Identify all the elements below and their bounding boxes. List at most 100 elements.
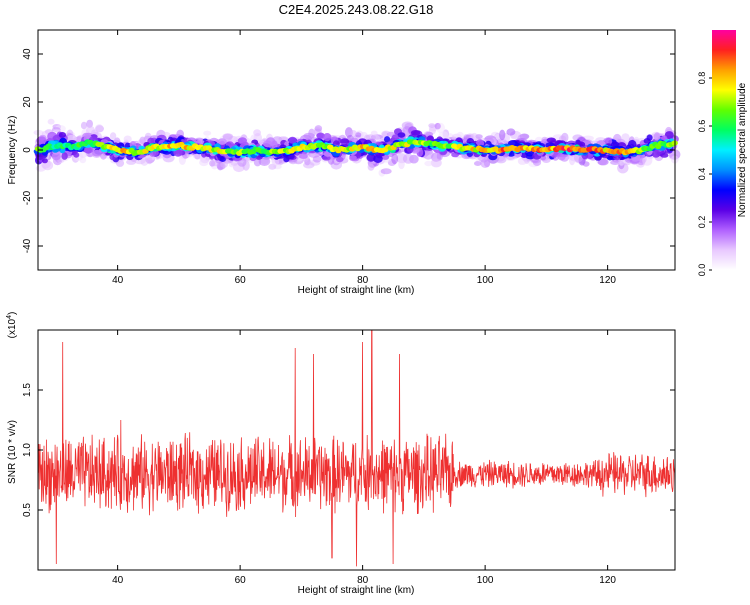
colorbar-tick-label: 0.6 xyxy=(697,120,707,133)
spectrogram-cell xyxy=(660,153,669,158)
colorbar-tick-label: 0.8 xyxy=(697,72,707,85)
colorbar-gradient xyxy=(712,30,736,270)
snr-x-tick-label: 120 xyxy=(599,575,616,586)
spectrogram-cell xyxy=(299,153,308,159)
spectrogram-cell xyxy=(262,140,273,148)
spectrogram-cell xyxy=(546,137,556,143)
colorbar-ticks: 0.0 0.2 0.4 0.6 0.8 xyxy=(697,72,712,276)
spectrogram-cell xyxy=(398,159,405,170)
spectrogram-x-tick-label: 60 xyxy=(235,275,247,286)
spectrogram-cell xyxy=(480,158,491,168)
snr-multiplier-text: (x10 xyxy=(7,318,18,338)
spectrogram-cell xyxy=(253,129,261,137)
spectrogram-cell xyxy=(532,159,542,166)
svg-text:(x104): (x104) xyxy=(6,312,18,339)
snr-y-ticks: 0.5 1.0 1.5 xyxy=(22,383,675,517)
spectrogram-cell xyxy=(573,153,584,163)
spectrogram-cell xyxy=(642,155,653,166)
spectrogram-cell xyxy=(203,130,212,136)
spectrogram-cell xyxy=(434,123,441,130)
snr-x-tick-label: 60 xyxy=(235,575,247,586)
spectrogram-cell xyxy=(370,130,378,136)
spectrogram-cell xyxy=(495,156,507,164)
spectrogram-cell xyxy=(652,149,661,158)
spectrogram-cell xyxy=(123,135,132,143)
spectrogram-panel: 40 60 80 100 120 -40 -20 0 20 40 Height of strai… xyxy=(7,29,681,296)
spectrogram-cell xyxy=(410,130,421,136)
spectrogram-cell xyxy=(646,134,653,141)
spectrogram-cell xyxy=(349,155,357,162)
spectrogram-cell xyxy=(597,159,609,166)
spectrogram-cell xyxy=(336,156,344,163)
spectrogram-cell xyxy=(220,161,228,168)
spectrogram-x-tick-label: 80 xyxy=(357,275,369,286)
spectrogram-cell xyxy=(391,153,399,165)
spectrogram-cell xyxy=(499,129,506,141)
spectrogram-cell xyxy=(367,163,375,171)
spectrogram-cell xyxy=(323,133,332,142)
chart-title: C2E4.2025.243.08.22.G18 xyxy=(279,2,434,17)
spectrogram-cell xyxy=(222,133,234,140)
spectrogram-cell xyxy=(303,161,315,169)
spectrogram-y-ticks: -40 -20 0 20 40 xyxy=(22,48,675,253)
spectrogram-cell xyxy=(47,118,55,125)
spectrogram-cell xyxy=(173,148,183,157)
spectrogram-cell xyxy=(350,130,357,137)
snr-x-tick-label: 80 xyxy=(357,575,369,586)
spectrogram-cell xyxy=(61,152,68,160)
spectrogram-cell xyxy=(37,136,47,146)
spectrogram-cell xyxy=(475,134,483,140)
snr-y-tick-label: 1.0 xyxy=(22,443,33,457)
spectrogram-cell xyxy=(219,157,226,162)
spectrogram-cell xyxy=(316,132,325,139)
colorbar-tick-label: 0.4 xyxy=(697,168,707,181)
spectrogram-cell xyxy=(424,160,433,167)
spectrogram-cell xyxy=(271,140,278,150)
spectrogram-cell xyxy=(288,136,297,144)
spectrogram-cell xyxy=(402,153,414,164)
spectrogram-cell xyxy=(109,132,117,140)
spectrogram-cell xyxy=(380,168,392,175)
spectrogram-cell xyxy=(80,121,88,130)
spectrogram-x-tick-label: 40 xyxy=(112,275,124,286)
spectrogram-y-label: Frequency (Hz) xyxy=(7,116,18,185)
spectrogram-cell xyxy=(340,138,350,145)
spectrogram-cell xyxy=(506,128,516,136)
spectrogram-cell xyxy=(451,152,459,158)
spectrogram-cell xyxy=(146,157,153,165)
spectrogram-cell xyxy=(373,154,383,163)
spectrogram-blobs xyxy=(33,118,681,177)
spectrogram-cell xyxy=(397,132,406,138)
colorbar: 0.0 0.2 0.4 0.6 0.8 Normalized spectral ampl… xyxy=(697,30,748,276)
snr-y-tick-label: 1.5 xyxy=(22,383,33,397)
spectrogram-cell xyxy=(73,152,80,158)
spectrogram-y-tick-label: 0 xyxy=(22,147,33,153)
spectrogram-cell xyxy=(428,123,436,128)
spectrogram-cell xyxy=(664,131,674,140)
spectrogram-cell xyxy=(474,161,482,166)
snr-multiplier-close: ) xyxy=(7,312,18,315)
spectrogram-cell xyxy=(653,132,661,141)
snr-panel: 40 60 80 100 120 0.5 1.0 1.5 Height of straigh… xyxy=(6,312,676,596)
snr-x-tick-label: 40 xyxy=(112,575,124,586)
snr-x-tick-label: 100 xyxy=(477,575,494,586)
spectrogram-cell xyxy=(126,159,137,165)
spectrogram-cell xyxy=(422,149,434,160)
spectrogram-cell xyxy=(139,136,146,145)
spectrogram-y-tick-label: -20 xyxy=(22,190,33,205)
spectrogram-cell xyxy=(517,157,528,165)
colorbar-label: Normalized spectral amplitude xyxy=(737,82,748,217)
spectrogram-cell xyxy=(303,132,315,139)
spectrogram-cell xyxy=(540,155,546,161)
spectrogram-y-tick-label: 40 xyxy=(22,48,33,60)
spectrogram-cell xyxy=(41,158,48,164)
snr-y-label: SNR (10 * v/v) xyxy=(7,420,18,484)
spectrogram-x-tick-label: 100 xyxy=(477,275,494,286)
snr-series-line xyxy=(37,329,676,567)
colorbar-tick-label: 0.2 xyxy=(697,216,707,229)
spectrogram-cell xyxy=(58,132,67,138)
snr-y-tick-label: 0.5 xyxy=(22,503,33,517)
snr-x-ticks: 40 60 80 100 120 xyxy=(112,330,616,586)
spectrogram-cell xyxy=(430,158,442,168)
